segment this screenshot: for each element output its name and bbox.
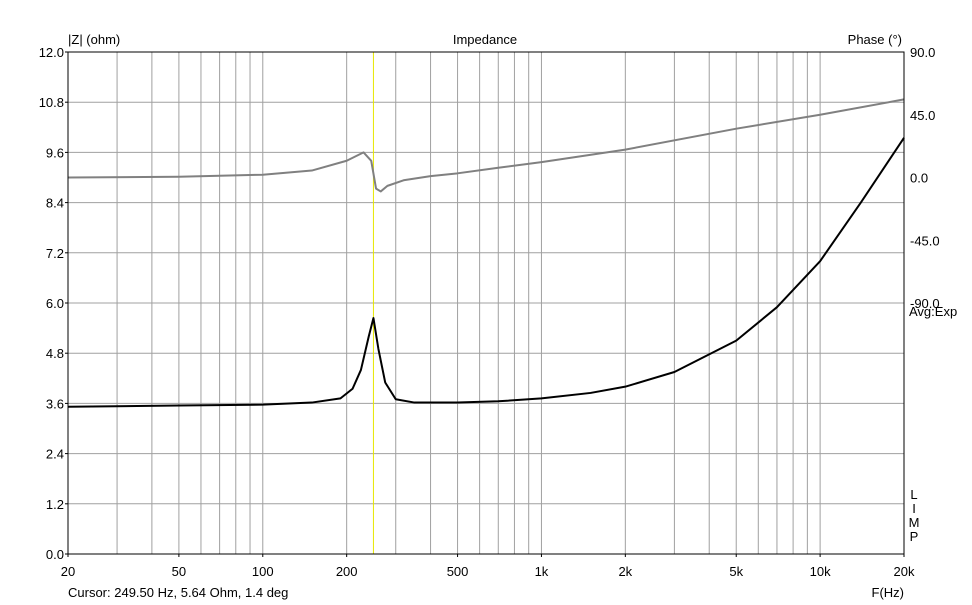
y-tick-label: 10.8 bbox=[39, 95, 64, 110]
x-axis-tick-labels: 20 50 100 200 500 1k 2k 5k 10k 20k bbox=[61, 554, 915, 579]
phase-axis-label: Phase (°) bbox=[848, 32, 902, 47]
vertical-label-letter: I bbox=[912, 501, 916, 516]
phase-tick-label: 0.0 bbox=[910, 171, 928, 186]
y-tick-label: 1.2 bbox=[46, 497, 64, 512]
grid-lines bbox=[68, 52, 904, 554]
y-axis-label: |Z| (ohm) bbox=[68, 32, 120, 47]
y-tick-label: 2.4 bbox=[46, 447, 64, 462]
phase-tick-label: 45.0 bbox=[910, 108, 935, 123]
phase-tick-label: -90.0 bbox=[910, 296, 940, 311]
avg-label: Avg:Exp bbox=[909, 304, 957, 319]
y-tick-label: 9.6 bbox=[46, 145, 64, 160]
y-tick-label: 3.6 bbox=[46, 396, 64, 411]
x-tick-label: 10k bbox=[810, 564, 831, 579]
chart-title: Impedance bbox=[453, 32, 517, 47]
x-tick-label: 100 bbox=[252, 564, 274, 579]
y-tick-label: 0.0 bbox=[46, 547, 64, 562]
cursor-readout: Cursor: 249.50 Hz, 5.64 Ohm, 1.4 deg bbox=[68, 585, 288, 600]
y-tick-label: 6.0 bbox=[46, 296, 64, 311]
y-tick-label: 4.8 bbox=[46, 346, 64, 361]
vertical-label-letter: L bbox=[910, 487, 917, 502]
series-lines bbox=[67, 98, 905, 408]
y-tick-label: 8.4 bbox=[46, 196, 64, 211]
phase-axis-tick-labels: 90.0 45.0 0.0 -45.0 -90.0 bbox=[910, 45, 940, 311]
x-tick-label: 20 bbox=[61, 564, 75, 579]
y-tick-label: 7.2 bbox=[46, 246, 64, 261]
x-tick-label: 200 bbox=[336, 564, 358, 579]
phase-tick-label: -45.0 bbox=[910, 233, 940, 248]
x-tick-label: 1k bbox=[535, 564, 549, 579]
vertical-label-letter: M bbox=[909, 515, 920, 530]
x-tick-label: 50 bbox=[172, 564, 186, 579]
x-tick-label: 20k bbox=[894, 564, 915, 579]
x-axis-label: F(Hz) bbox=[872, 585, 905, 600]
impedance-series-line bbox=[67, 137, 905, 408]
x-tick-label: 2k bbox=[618, 564, 632, 579]
x-tick-label: 5k bbox=[729, 564, 743, 579]
y-axis-tick-labels: 0.0 1.2 2.4 3.6 4.8 6.0 7.2 8.4 9.6 10.8 12.0 bbox=[39, 45, 68, 562]
x-tick-label: 500 bbox=[447, 564, 469, 579]
phase-tick-label: 90.0 bbox=[910, 45, 935, 60]
vertical-label-letter: P bbox=[910, 529, 919, 544]
phase-series-line bbox=[67, 98, 905, 193]
y-tick-label: 12.0 bbox=[39, 45, 64, 60]
